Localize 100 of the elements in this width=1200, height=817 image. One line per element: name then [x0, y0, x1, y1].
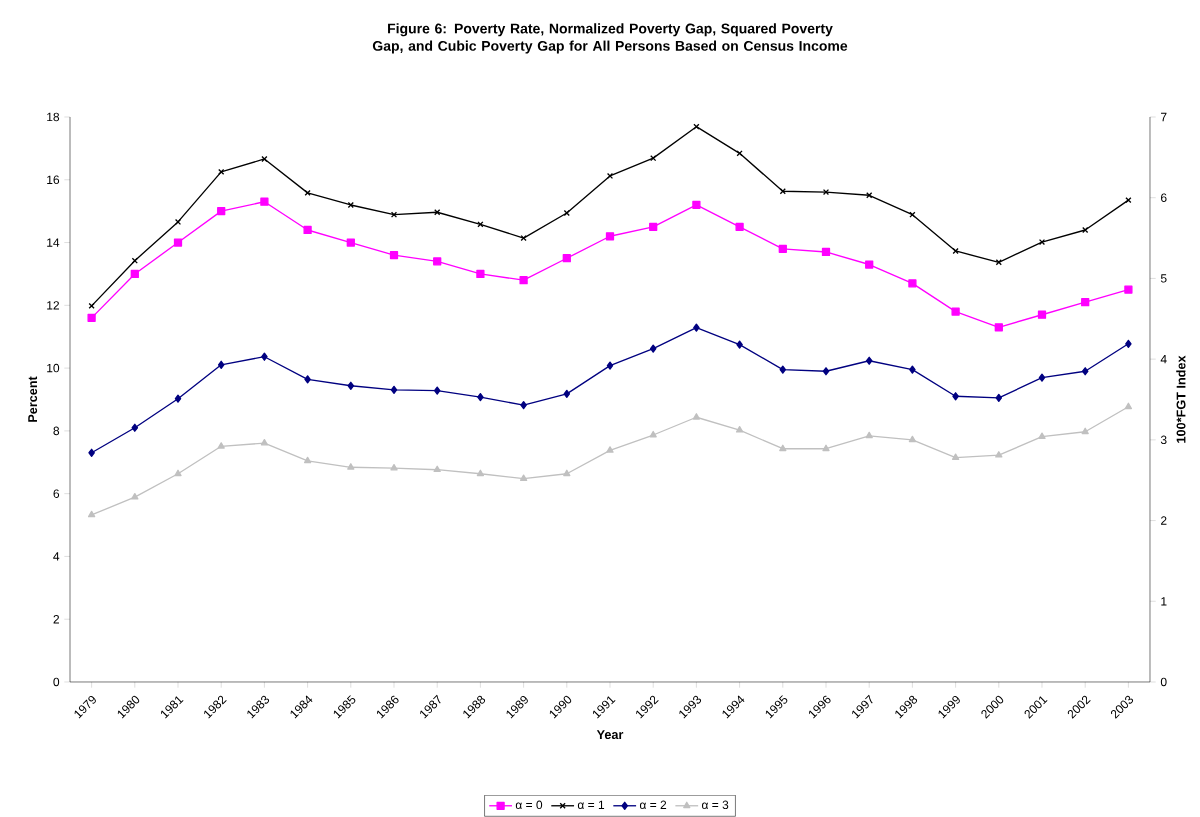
point: [519, 276, 528, 285]
point: [865, 431, 873, 439]
point: [433, 257, 442, 266]
y-tick-label: 12: [47, 301, 59, 310]
point: [130, 269, 139, 279]
point: [736, 340, 743, 349]
point: [433, 465, 441, 473]
point: [88, 448, 95, 457]
point: [476, 269, 485, 279]
y2-tick-label: 5: [1160, 274, 1167, 283]
legend-label: α = 2: [639, 800, 667, 810]
point: [779, 444, 787, 452]
point: [606, 361, 614, 370]
point: [735, 222, 744, 231]
point: [1124, 285, 1133, 294]
point: [692, 200, 701, 210]
point: [736, 150, 743, 157]
point: [390, 211, 398, 218]
y2-tick-label: 3: [1160, 435, 1167, 445]
point: [217, 442, 225, 449]
y-tick-label: 6: [53, 489, 60, 498]
point: [390, 463, 398, 471]
point: [822, 444, 830, 452]
point: [520, 234, 527, 242]
point: [693, 123, 700, 130]
point: [347, 201, 354, 209]
point: [951, 453, 960, 461]
y-tick-label: 2: [53, 615, 59, 624]
point: [866, 192, 873, 199]
point: [347, 463, 355, 470]
point: [173, 238, 183, 247]
y2-tick-label: 0: [1160, 677, 1167, 687]
point: [908, 279, 917, 288]
point: [131, 423, 139, 432]
y2-tick-label: 2: [1161, 516, 1167, 525]
y-tick-label: 10: [47, 363, 60, 373]
point: [693, 323, 700, 332]
point: [563, 389, 571, 398]
x-axis-title: Year: [596, 730, 624, 740]
point: [389, 250, 399, 260]
point: [1082, 226, 1089, 234]
point: [88, 302, 95, 309]
point: [952, 247, 959, 255]
point: [865, 356, 873, 365]
point: [174, 469, 182, 477]
point: [563, 469, 571, 477]
point: [304, 189, 311, 196]
point: [563, 209, 570, 217]
point: [1081, 298, 1090, 307]
y2-axis-title: 100*FGT Index: [1176, 355, 1186, 443]
point: [261, 352, 268, 361]
point: [562, 254, 571, 263]
point: [304, 375, 311, 384]
y-tick-label: 18: [47, 112, 60, 122]
point: [1125, 339, 1132, 348]
legend-label: α = 3: [701, 800, 729, 810]
y-axis-title: Percent: [28, 376, 38, 422]
point: [520, 401, 527, 410]
point: [909, 365, 916, 374]
point: [1037, 310, 1047, 319]
point: [951, 307, 960, 316]
y-tick-label: 8: [53, 426, 60, 436]
point: [261, 155, 268, 163]
point: [865, 260, 874, 269]
y2-tick-label: 7: [1161, 112, 1167, 122]
legend-label: α = 1: [577, 800, 605, 810]
point: [1125, 197, 1132, 204]
point: [692, 413, 701, 420]
point: [174, 394, 182, 403]
point: [260, 197, 269, 206]
point: [606, 446, 614, 453]
point: [649, 344, 657, 353]
y-tick-label: 16: [47, 175, 60, 185]
point: [131, 257, 138, 264]
point: [735, 426, 744, 433]
y-tick-label: 14: [47, 238, 60, 247]
point: [477, 392, 484, 402]
point: [433, 386, 441, 395]
point: [87, 313, 96, 323]
point: [952, 392, 959, 401]
point: [995, 393, 1003, 403]
point: [390, 385, 398, 394]
point: [822, 367, 830, 376]
point: [908, 435, 917, 443]
point: [218, 168, 225, 176]
point: [995, 451, 1003, 458]
point: [778, 244, 787, 253]
point: [1038, 432, 1046, 440]
point: [994, 323, 1003, 332]
y2-tick-label: 4: [1160, 355, 1167, 364]
point: [303, 456, 312, 464]
point: [649, 222, 658, 231]
point: [346, 238, 355, 247]
point: [1124, 402, 1133, 410]
point: [131, 493, 139, 500]
y2-tick-label: 6: [1161, 193, 1167, 202]
point: [87, 510, 96, 518]
point: [519, 474, 528, 481]
point: [217, 360, 225, 369]
point: [995, 259, 1002, 266]
